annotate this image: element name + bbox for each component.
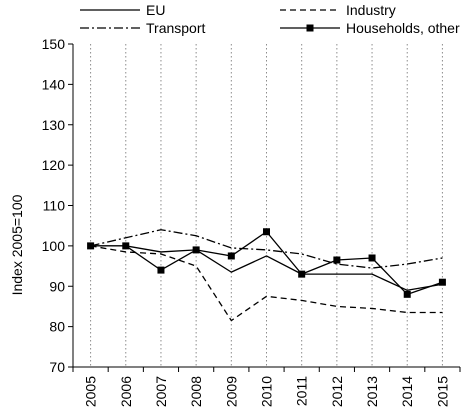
axes [68, 43, 461, 372]
point-households-other-2009 [227, 252, 235, 260]
legend-item-transport: Transport [80, 20, 206, 36]
series-eu [90, 245, 443, 291]
point-households-other-2005 [87, 242, 95, 250]
point-households-other-2012 [333, 256, 341, 264]
y-tick-label-100: 100 [42, 238, 66, 254]
x-tick-label-2010: 2010 [259, 376, 275, 407]
series-line-industry [90, 245, 443, 322]
y-tick-label-130: 130 [42, 117, 66, 133]
y-axis-title: Index 2005=100 [9, 194, 25, 295]
legend-item-eu: EU [80, 2, 165, 18]
x-tick-label-2015: 2015 [434, 376, 450, 407]
point-households-other-2015 [438, 278, 446, 286]
x-tick-label-2006: 2006 [118, 376, 134, 407]
x-tick-label-2013: 2013 [364, 376, 380, 407]
y-tick-label-90: 90 [49, 278, 65, 294]
legend-label-transport: Transport [146, 20, 206, 36]
series-households-other [87, 228, 446, 298]
point-households-other-2008 [192, 246, 200, 254]
y-tick-label-70: 70 [49, 359, 65, 375]
y-tick-label-140: 140 [42, 76, 66, 92]
x-tick-label-2014: 2014 [399, 376, 415, 407]
legend-marker-households-other [306, 24, 314, 32]
legend-label-industry: Industry [346, 2, 396, 18]
point-households-other-2013 [368, 254, 376, 262]
point-households-other-2011 [298, 270, 306, 278]
x-tick-labels: 2005 2006 2007 2008 2009 2010 2011 2012 2013 2014… [83, 376, 451, 407]
legend-item-industry: Industry [280, 2, 396, 18]
legend: EU Industry Transport Households, other [80, 2, 460, 36]
x-tick-label-2005: 2005 [83, 376, 99, 407]
legend-item-households-other: Households, other [280, 20, 460, 36]
point-households-other-2006 [122, 242, 130, 250]
series-industry [90, 245, 443, 322]
legend-label-households-other: Households, other [346, 20, 460, 36]
x-tick-label-2007: 2007 [153, 376, 169, 407]
series-line-eu [90, 245, 443, 291]
y-tick-label-120: 120 [42, 157, 66, 173]
point-households-other-2010 [263, 228, 270, 236]
y-tick-label-150: 150 [42, 36, 66, 52]
series-group [87, 228, 446, 322]
y-tick-labels: 70 80 90 100 110 120 130 140 150 [42, 36, 66, 375]
point-households-other-2014 [403, 290, 411, 298]
x-tick-label-2008: 2008 [188, 376, 204, 407]
legend-label-eu: EU [146, 2, 165, 18]
point-households-other-2007 [157, 266, 165, 274]
x-tick-label-2009: 2009 [223, 376, 239, 407]
y-tick-label-110: 110 [43, 198, 66, 214]
y-tick-label-80: 80 [49, 319, 65, 335]
x-tick-label-2011: 2011 [294, 376, 310, 406]
vertical-gridlines [90, 44, 443, 367]
x-tick-label-2012: 2012 [329, 376, 345, 407]
